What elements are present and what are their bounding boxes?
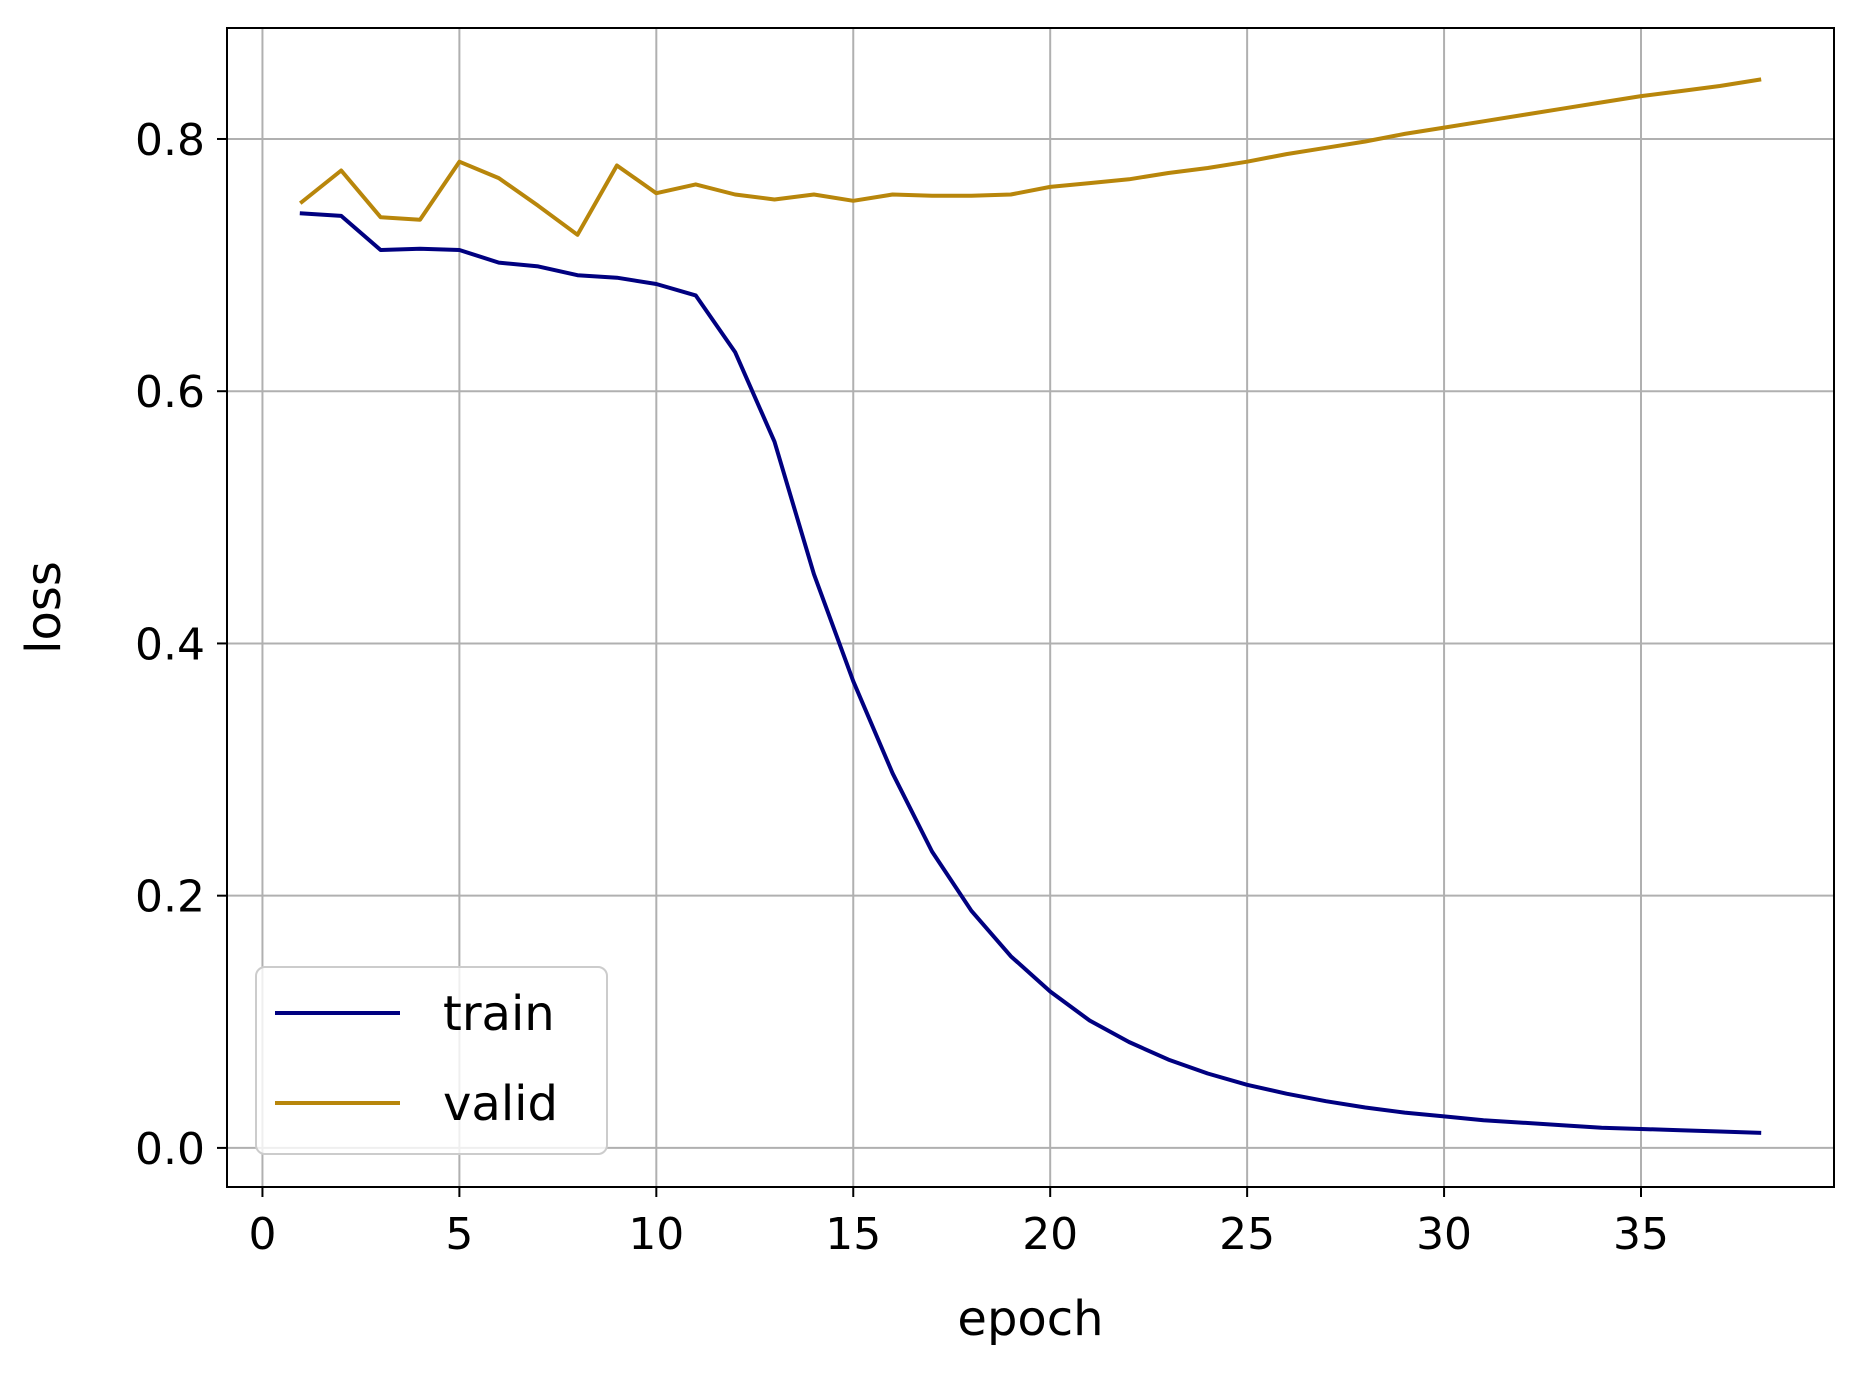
x-tick-label: 15 <box>825 1209 881 1260</box>
series-line-train <box>299 211 1762 1135</box>
x-axis-label: epoch <box>957 1291 1103 1347</box>
y-axis-label: loss <box>16 561 72 654</box>
grid <box>227 28 1834 1187</box>
y-tick-label: 0.4 <box>135 619 205 670</box>
y-tick-label: 0.2 <box>135 872 205 923</box>
plot-frame <box>226 27 1835 1188</box>
x-tick-label: 35 <box>1613 1209 1669 1260</box>
x-tick-label: 10 <box>628 1209 684 1260</box>
x-tick-label: 25 <box>1219 1209 1275 1260</box>
x-tick-label: 30 <box>1416 1209 1472 1260</box>
legend: train valid <box>255 966 608 1155</box>
legend-label-valid: valid <box>443 1076 558 1132</box>
axis-ticks: 0 5 10 15 20 25 30 35 0.0 0.2 0.4 0.6 0.8 <box>135 115 1669 1260</box>
y-tick-label: 0.6 <box>135 367 205 418</box>
legend-label-train: train <box>443 986 555 1042</box>
x-tick-label: 5 <box>445 1209 473 1260</box>
series-line-valid <box>298 77 1762 237</box>
series-lines <box>298 77 1762 1135</box>
y-tick-label: 0.8 <box>135 115 205 166</box>
x-tick-label: 0 <box>248 1209 276 1260</box>
x-tick-label: 20 <box>1022 1209 1078 1260</box>
y-tick-label: 0.0 <box>135 1124 205 1175</box>
